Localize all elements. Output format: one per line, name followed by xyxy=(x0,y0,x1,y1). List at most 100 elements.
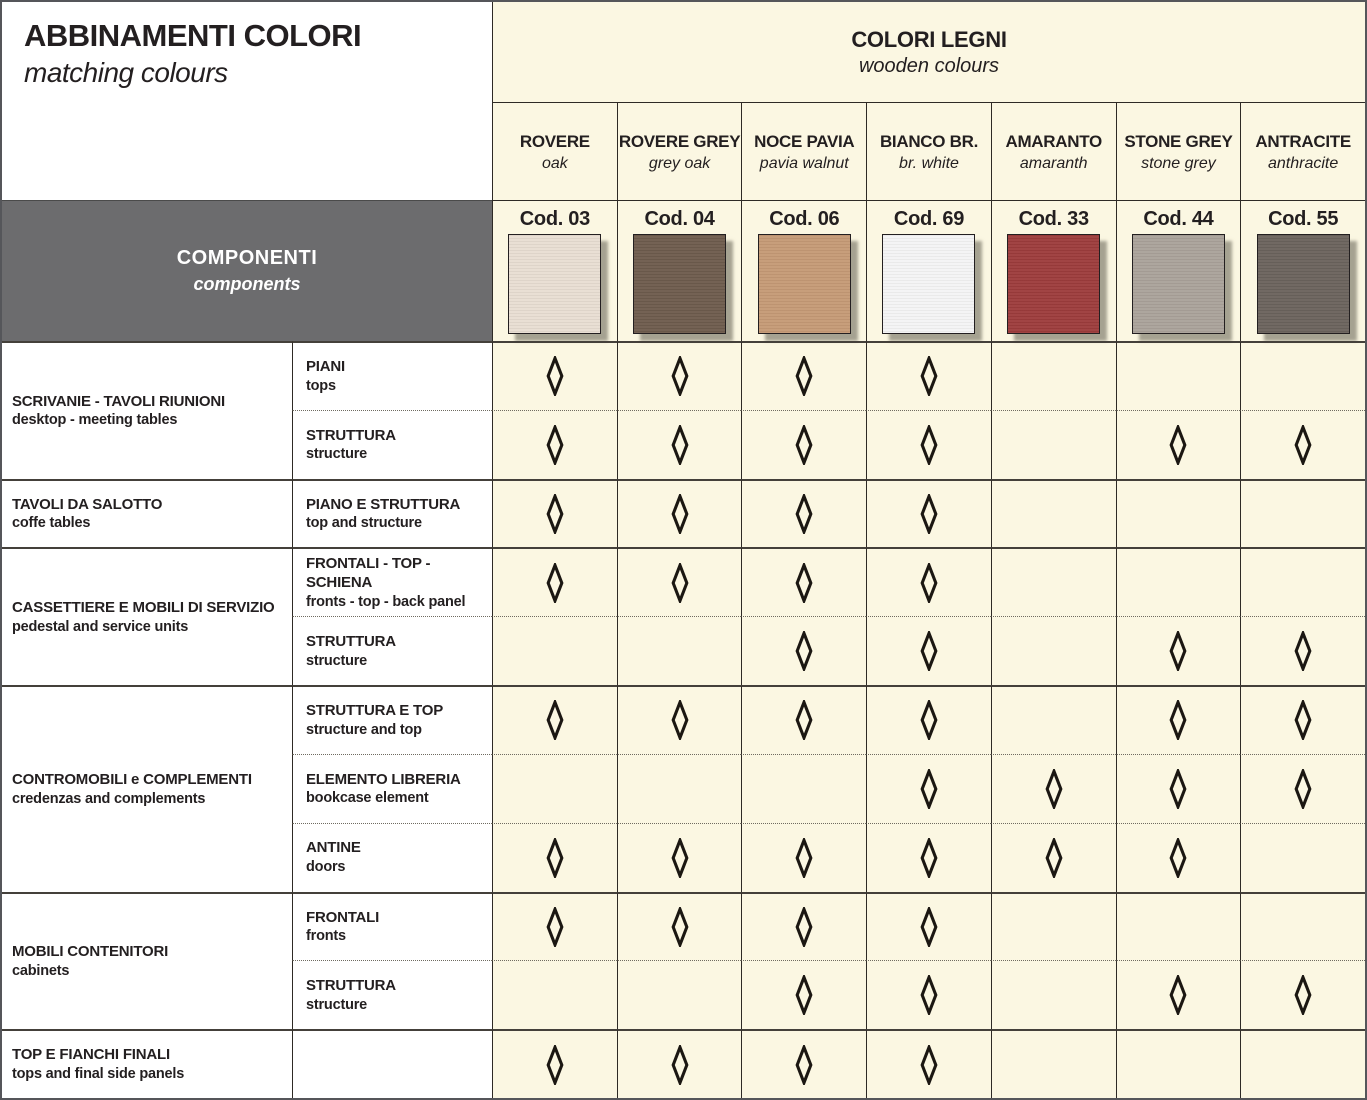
diamond-match-icon xyxy=(920,424,938,465)
component-label-cell: STRUTTURA structure xyxy=(292,616,492,686)
diamond-match-icon xyxy=(1169,768,1187,809)
component-label-cell: ANTINE doors xyxy=(292,822,492,892)
match-cell xyxy=(492,753,617,823)
diamond-match-icon xyxy=(546,700,564,741)
diamond-match-icon xyxy=(920,356,938,397)
color-code: Cod. 04 xyxy=(644,208,715,230)
group-label-en: coffe tables xyxy=(12,515,91,532)
group-label-it: MOBILI CONTENITORI xyxy=(12,943,169,961)
match-cell xyxy=(741,753,867,823)
match-cell xyxy=(741,478,867,548)
diamond-match-icon xyxy=(671,837,689,878)
match-cell xyxy=(1115,341,1241,410)
component-label-cell: FRONTALI - TOP -SCHIENA fronts - top - ba… xyxy=(292,547,492,617)
color-name: BIANCO BR. xyxy=(879,132,979,151)
components-title-it: COMPONENTI xyxy=(176,247,318,269)
match-cell xyxy=(1115,822,1241,892)
color-swatch-cell: Cod. 33 xyxy=(990,200,1116,341)
components-title-en: components xyxy=(193,274,301,294)
color-swatch-cell: Cod. 44 xyxy=(1115,200,1241,341)
match-cell xyxy=(1115,1029,1241,1098)
component-label-it: ELEMENTO LIBRERIA xyxy=(306,770,461,788)
match-cell xyxy=(492,1029,617,1098)
match-cell xyxy=(616,616,742,686)
color-column-header: ANTRACITE anthracite xyxy=(1240,103,1365,200)
color-swatch-cell: Cod. 55 xyxy=(1240,200,1365,341)
color-translation: br. white xyxy=(899,155,959,172)
color-name: ANTRACITE xyxy=(1255,132,1351,151)
match-cell xyxy=(492,822,617,892)
diamond-match-icon xyxy=(920,975,938,1016)
match-cell xyxy=(1240,1029,1365,1098)
diamond-match-icon xyxy=(1045,837,1063,878)
match-cell xyxy=(492,891,617,961)
match-cell xyxy=(1115,891,1241,961)
match-cell xyxy=(1115,616,1241,686)
diamond-match-icon xyxy=(546,562,564,603)
diamond-match-icon xyxy=(1294,424,1312,465)
match-cell xyxy=(1115,547,1241,617)
group-label-it: CASSETTIERE E MOBILI DI SERVIZIO xyxy=(12,599,275,617)
group-label-it: CONTROMOBILI e COMPLEMENTI xyxy=(12,771,252,789)
match-cell xyxy=(741,891,867,961)
match-cell xyxy=(616,547,742,617)
wooden-colours-title-en: wooden colours xyxy=(858,54,1000,77)
match-cell xyxy=(990,616,1116,686)
match-cell xyxy=(741,1029,867,1098)
color-column-header: ROVERE GREY grey oak xyxy=(616,103,742,200)
match-cell xyxy=(866,478,991,548)
diamond-match-icon xyxy=(1294,975,1312,1016)
diamond-match-icon xyxy=(795,356,813,397)
match-cell xyxy=(990,891,1116,961)
diamond-match-icon xyxy=(920,562,938,603)
match-cell xyxy=(990,478,1116,548)
component-label-en: fronts xyxy=(306,928,346,945)
match-cell xyxy=(990,822,1116,892)
match-cell xyxy=(866,891,991,961)
component-label-en: structure and top xyxy=(306,721,422,738)
component-label-en: fronts - top - back panel xyxy=(306,593,466,610)
color-name: ROVERE xyxy=(519,132,590,151)
color-name: STONE GREY xyxy=(1124,132,1233,151)
match-cell xyxy=(741,341,867,410)
match-cell xyxy=(1240,409,1365,479)
diamond-match-icon xyxy=(920,906,938,947)
page-title: ABBINAMENTI COLORI xyxy=(24,18,362,53)
component-label-it: ANTINE xyxy=(306,839,361,857)
match-cell xyxy=(492,341,617,410)
match-cell xyxy=(866,753,991,823)
diamond-match-icon xyxy=(795,1044,813,1085)
match-cell xyxy=(492,478,617,548)
color-translation: anthracite xyxy=(1268,155,1339,172)
match-cell xyxy=(990,685,1116,754)
component-label-it: FRONTALI xyxy=(306,908,380,926)
component-label-en: structure xyxy=(306,446,368,463)
diamond-match-icon xyxy=(795,562,813,603)
diamond-match-icon xyxy=(795,631,813,672)
color-swatch xyxy=(757,234,851,334)
match-cell xyxy=(1115,409,1241,479)
match-cell xyxy=(866,409,991,479)
diamond-match-icon xyxy=(546,356,564,397)
color-swatch-cell: Cod. 69 xyxy=(866,200,991,341)
match-cell xyxy=(492,409,617,479)
match-cell xyxy=(616,822,742,892)
match-cell xyxy=(616,478,742,548)
diamond-match-icon xyxy=(671,356,689,397)
match-cell xyxy=(492,616,617,686)
color-swatch xyxy=(633,234,727,334)
component-label-en: structure xyxy=(306,996,368,1013)
match-cell xyxy=(616,341,742,410)
color-code: Cod. 03 xyxy=(519,208,590,230)
match-cell xyxy=(866,341,991,410)
color-translation: pavia walnut xyxy=(759,155,849,172)
match-cell xyxy=(1240,685,1365,754)
group-label-it: TOP E FIANCHI FINALI xyxy=(12,1046,170,1064)
component-label-it: STRUTTURA xyxy=(306,977,396,995)
diamond-match-icon xyxy=(795,975,813,1016)
match-cell xyxy=(616,753,742,823)
color-code: Cod. 69 xyxy=(893,208,965,230)
match-cell xyxy=(616,409,742,479)
diamond-match-icon xyxy=(671,1044,689,1085)
match-cell xyxy=(1240,960,1365,1030)
